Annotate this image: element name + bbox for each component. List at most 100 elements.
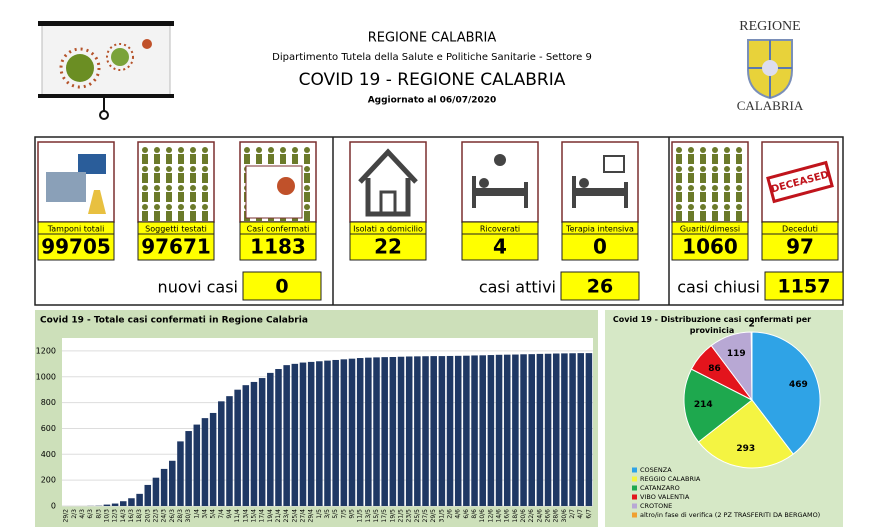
x-tick-label: 2/7	[569, 509, 576, 519]
logo-top: REGIONE	[739, 19, 800, 34]
icon-shape	[688, 211, 694, 221]
icon-shape	[256, 147, 262, 153]
x-tick-label: 4/6	[455, 509, 462, 519]
x-tick-label: 27/5	[422, 509, 429, 523]
summary-label: casi attivi	[479, 278, 556, 297]
icon-shape	[304, 211, 310, 221]
x-tick-label: 3/4	[201, 509, 208, 519]
bar	[201, 418, 209, 506]
icon-shape	[190, 173, 196, 183]
icon-shape	[712, 192, 718, 202]
icon-shape	[724, 166, 730, 172]
icon-shape	[700, 185, 706, 191]
icon-shape	[304, 173, 310, 183]
x-tick-label: 13/4	[242, 509, 249, 523]
bar	[136, 493, 143, 506]
icon-shape	[700, 173, 706, 183]
icon-shape	[379, 190, 397, 216]
x-tick-label: 2/3	[71, 509, 78, 519]
stat-value: 97	[786, 235, 814, 259]
icon-shape	[724, 147, 730, 153]
pie-label: 293	[736, 444, 755, 454]
bar	[430, 356, 437, 506]
icon-shape	[676, 192, 682, 202]
icon-shape	[142, 166, 148, 172]
icon-shape	[712, 204, 718, 210]
bar	[544, 353, 552, 506]
pie-label: 2	[748, 320, 754, 330]
icon-shape	[724, 173, 730, 183]
icon-shape	[154, 173, 160, 183]
icon-shape	[142, 173, 148, 183]
x-tick-label: 9/4	[226, 509, 233, 519]
x-tick-label: 10/3	[103, 509, 110, 523]
icon-shape	[736, 166, 742, 172]
legend-swatch	[632, 512, 637, 518]
value-box	[671, 233, 749, 261]
x-tick-label: 25/4	[291, 509, 298, 523]
chart-title: Covid 19 - Totale casi confermati in Reg…	[40, 316, 308, 326]
pie-slice	[750, 331, 753, 401]
x-tick-label: 18/6	[512, 509, 519, 523]
x-tick-label: 18/3	[136, 509, 143, 523]
summary-value: 26	[587, 276, 613, 298]
icon-shape	[736, 185, 742, 191]
bar	[487, 355, 495, 506]
icon-shape	[700, 192, 706, 202]
icon-shape	[178, 154, 184, 164]
icon-shape	[574, 188, 626, 196]
x-tick-label: 25/5	[414, 509, 421, 523]
pie-title: Covid 19 - Distribuzione casi confermati…	[612, 315, 812, 335]
icon-shape	[736, 154, 742, 164]
legend-swatch	[632, 485, 637, 491]
bar	[356, 358, 364, 506]
icon-shape	[154, 154, 160, 164]
bar	[348, 358, 356, 506]
x-tick-label: 6/7	[585, 509, 592, 519]
icon-shape	[304, 204, 310, 210]
bar	[479, 355, 486, 506]
x-tick-label: 28/6	[553, 509, 560, 523]
icon-shape	[166, 185, 172, 191]
bar	[324, 360, 331, 506]
x-tick-label: 13/5	[365, 509, 372, 523]
x-tick-label: 6/6	[463, 509, 470, 519]
stat-value: 99705	[41, 235, 111, 259]
icon-shape	[190, 166, 196, 172]
x-tick-label: 16/6	[504, 509, 511, 523]
x-tick-label: 3/5	[324, 509, 331, 519]
icon-shape	[142, 204, 148, 210]
stat-value: 1183	[250, 235, 306, 259]
x-tick-label: 12/6	[487, 509, 494, 523]
icon-shape	[190, 154, 196, 164]
icon-shape	[178, 166, 184, 172]
x-tick-label: 14/3	[120, 509, 127, 523]
bar	[160, 468, 168, 506]
icon-shape	[244, 154, 250, 164]
icon-shape	[688, 166, 694, 172]
icon-shape	[190, 185, 196, 191]
legend-swatch	[632, 476, 637, 482]
icon-shape	[700, 154, 706, 164]
icon-shape	[154, 166, 160, 172]
icon-shape	[190, 192, 196, 202]
bar	[389, 356, 397, 506]
bar	[169, 460, 176, 506]
pie-slice	[683, 368, 753, 443]
icon-shape	[245, 165, 303, 219]
icon-shape	[178, 185, 184, 191]
bar	[503, 354, 511, 506]
x-tick-label: 28/3	[177, 509, 184, 523]
icon-shape	[256, 154, 262, 164]
icon-shape	[292, 147, 298, 153]
bar	[365, 357, 372, 506]
pie-slice	[751, 331, 821, 455]
icon-shape	[712, 185, 718, 191]
bar	[299, 362, 307, 506]
icon-shape	[280, 147, 286, 153]
x-tick-label: 23/5	[406, 509, 413, 523]
stat-label: Isolati a domicilio	[353, 225, 423, 234]
icon-shape	[166, 166, 172, 172]
icon-shape	[676, 173, 682, 183]
